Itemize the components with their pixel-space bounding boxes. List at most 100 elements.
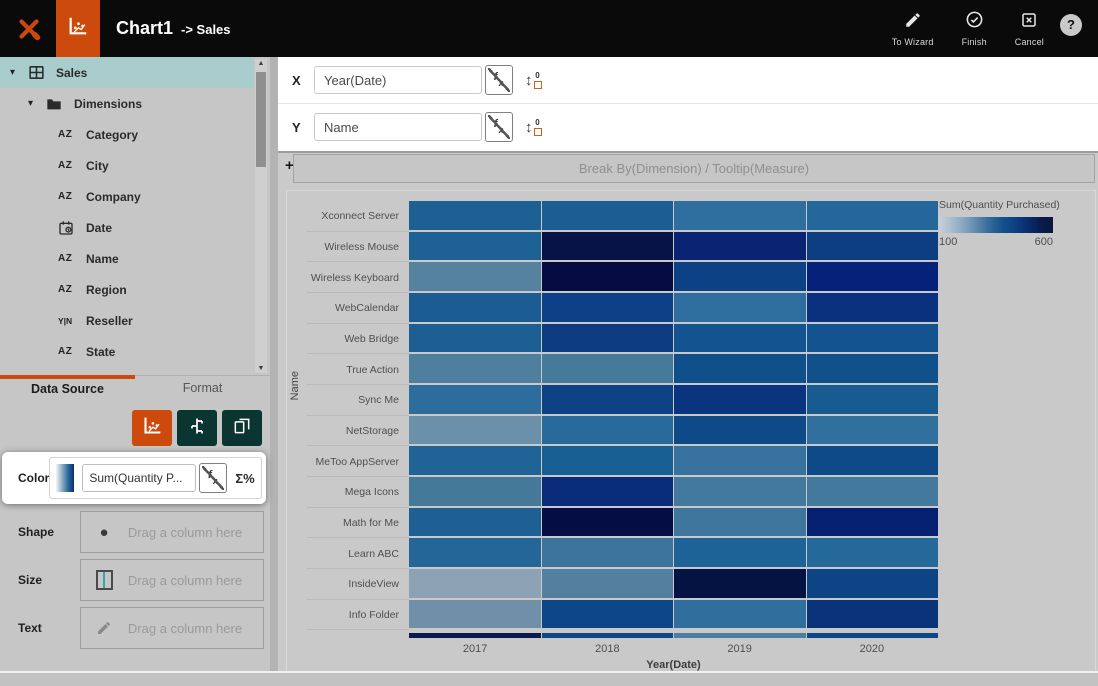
tree-scrollbar[interactable]: ▲ ▼ <box>255 59 267 373</box>
shape-dropzone[interactable]: ● Drag a column here <box>80 511 264 553</box>
tree-item-name[interactable]: AZ Name <box>0 243 254 274</box>
heatmap-cell[interactable] <box>409 507 541 537</box>
heatmap-cell[interactable] <box>541 415 673 445</box>
scroll-down-icon[interactable]: ▼ <box>257 365 265 372</box>
tree-item-category[interactable]: AZ Category <box>0 119 254 150</box>
heatmap-cell[interactable] <box>674 323 806 353</box>
heatmap-cell[interactable] <box>806 293 938 322</box>
heatmap-cell[interactable] <box>674 385 806 414</box>
aggregation-sigma-icon[interactable]: Σ% <box>235 470 255 486</box>
heatmap-cell[interactable] <box>806 323 938 353</box>
text-dropzone[interactable]: Drag a column here <box>80 607 264 649</box>
heatmap-cell[interactable] <box>409 231 541 261</box>
x-expression-fx-button[interactable]: fx <box>485 65 513 95</box>
add-breakby-button[interactable]: + <box>285 157 294 174</box>
heatmap-cell[interactable] <box>674 415 806 445</box>
heatmap-cell[interactable] <box>674 293 806 322</box>
tree-item-region[interactable]: AZ Region <box>0 274 254 305</box>
y-expression-fx-button[interactable]: fx <box>485 112 513 142</box>
heatmap-partial-cell <box>806 632 938 638</box>
heatmap-cell[interactable] <box>541 599 673 629</box>
caret-down-icon[interactable]: ▾ <box>10 67 16 78</box>
heatmap-cell[interactable] <box>541 354 673 384</box>
heatmap-cell[interactable] <box>541 231 673 261</box>
heatmap-cell[interactable] <box>674 231 806 261</box>
help-button[interactable]: ? <box>1060 13 1082 36</box>
heatmap-cell[interactable] <box>541 201 673 230</box>
color-dropzone[interactable]: fx Σ% <box>49 457 262 499</box>
tree-item-state[interactable]: AZ State <box>0 336 254 367</box>
x-sort-icon[interactable]: ↕ 0 <box>525 70 542 89</box>
heatmap-cell[interactable] <box>806 231 938 261</box>
heatmap-cell[interactable] <box>541 293 673 322</box>
heatmap-cell[interactable] <box>541 385 673 414</box>
color-field-input[interactable] <box>82 464 197 492</box>
heatmap-cell[interactable] <box>806 262 938 292</box>
heatmap-cell[interactable] <box>806 201 938 230</box>
heatmap-cell[interactable] <box>541 569 673 598</box>
finish-button[interactable]: Finish <box>962 10 987 47</box>
heatmap-cell[interactable] <box>541 323 673 353</box>
chart-type-pages-button[interactable] <box>222 410 262 446</box>
heatmap-cell[interactable] <box>674 538 806 568</box>
heatmap-cell[interactable] <box>409 201 541 230</box>
heatmap-cell[interactable] <box>806 477 938 506</box>
size-dropzone[interactable]: Drag a column here <box>80 559 264 601</box>
tree-item-sales[interactable]: ▾ Sales <box>0 57 254 88</box>
heatmap-cell[interactable] <box>541 507 673 537</box>
chart-mode-button[interactable] <box>56 0 100 57</box>
color-gradient-swatch[interactable] <box>56 464 75 492</box>
heatmap-cell[interactable] <box>409 538 541 568</box>
scrollbar-thumb[interactable] <box>256 72 266 167</box>
heatmap-cell[interactable] <box>409 385 541 414</box>
heatmap-cell[interactable] <box>806 354 938 384</box>
heatmap-cell[interactable] <box>806 415 938 445</box>
heatmap-cell[interactable] <box>409 354 541 384</box>
to-wizard-button[interactable]: To Wizard <box>892 11 934 47</box>
heatmap-cell[interactable] <box>409 477 541 506</box>
heatmap-cell[interactable] <box>674 599 806 629</box>
tree-item-dimensions[interactable]: ▾ Dimensions <box>0 88 254 119</box>
heatmap-cell[interactable] <box>409 415 541 445</box>
scroll-up-icon[interactable]: ▲ <box>257 60 265 67</box>
heatmap-cell[interactable] <box>806 599 938 629</box>
tab-data-source[interactable]: Data Source <box>0 375 135 401</box>
heatmap-cell[interactable] <box>674 446 806 476</box>
heatmap-cell[interactable] <box>674 477 806 506</box>
heatmap-cell[interactable] <box>541 477 673 506</box>
heatmap-cell[interactable] <box>806 538 938 568</box>
heatmap-cell[interactable] <box>541 538 673 568</box>
heatmap-cell[interactable] <box>674 507 806 537</box>
x-field-input[interactable] <box>314 66 482 94</box>
heatmap-cell[interactable] <box>674 201 806 230</box>
caret-down-icon[interactable]: ▾ <box>28 98 34 109</box>
heatmap-cell[interactable] <box>806 446 938 476</box>
dropzone-placeholder: Drag a column here <box>127 572 243 588</box>
cancel-button[interactable]: Cancel <box>1015 11 1044 47</box>
tree-item-city[interactable]: AZ City <box>0 150 254 181</box>
heatmap-cell[interactable] <box>409 293 541 322</box>
tree-item-company[interactable]: AZ Company <box>0 181 254 212</box>
heatmap-cell[interactable] <box>806 569 938 598</box>
heatmap-cell[interactable] <box>409 569 541 598</box>
heatmap-cell[interactable] <box>674 262 806 292</box>
heatmap-cell[interactable] <box>409 446 541 476</box>
heatmap-cell[interactable] <box>409 599 541 629</box>
heatmap-cell[interactable] <box>541 446 673 476</box>
expression-fx-button[interactable]: fx <box>199 463 228 493</box>
heatmap-cell[interactable] <box>541 262 673 292</box>
y-sort-icon[interactable]: ↕ 0 <box>525 117 542 136</box>
tree-item-date[interactable]: Date <box>0 212 254 243</box>
breakby-dropzone[interactable]: Break By(Dimension) / Tooltip(Measure) <box>293 154 1095 183</box>
heatmap-cell[interactable] <box>806 385 938 414</box>
heatmap-cell[interactable] <box>806 507 938 537</box>
heatmap-cell[interactable] <box>674 569 806 598</box>
chart-type-chart-button[interactable] <box>132 410 172 446</box>
heatmap-cell[interactable] <box>409 262 541 292</box>
heatmap-cell[interactable] <box>674 354 806 384</box>
tree-item-reseller[interactable]: Y|N Reseller <box>0 305 254 336</box>
y-field-input[interactable] <box>314 113 482 141</box>
chart-type-fields-button[interactable] <box>177 410 217 446</box>
tab-format[interactable]: Format <box>135 375 270 401</box>
heatmap-cell[interactable] <box>409 323 541 353</box>
